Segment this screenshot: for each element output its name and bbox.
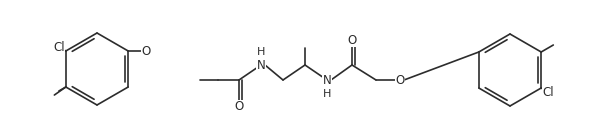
Text: Cl: Cl	[542, 85, 554, 99]
Text: H: H	[257, 47, 265, 57]
Text: O: O	[395, 74, 405, 86]
Text: N: N	[322, 74, 332, 86]
Text: H: H	[323, 89, 331, 99]
Text: O: O	[235, 100, 244, 114]
Text: Cl: Cl	[53, 40, 64, 54]
Text: O: O	[142, 44, 151, 58]
Text: O: O	[348, 33, 357, 47]
Text: N: N	[257, 59, 265, 71]
